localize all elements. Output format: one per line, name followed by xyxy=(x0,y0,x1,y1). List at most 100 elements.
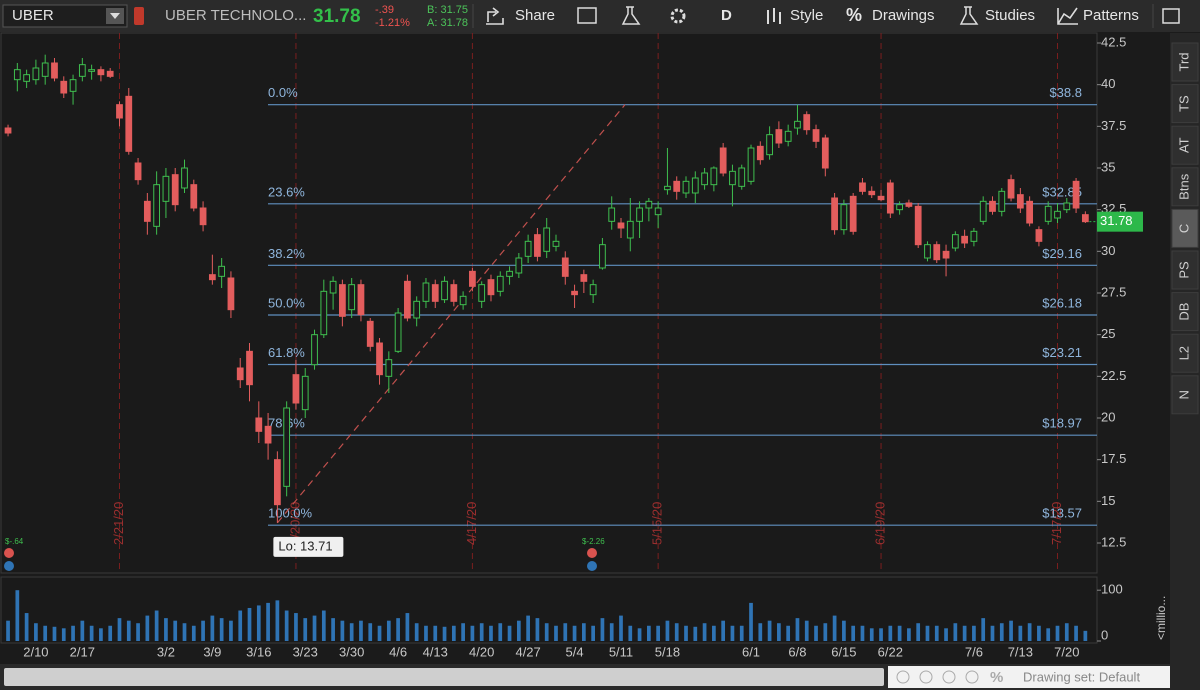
volume-bar xyxy=(173,620,178,641)
crosshair-icon[interactable] xyxy=(919,670,933,684)
style-icon[interactable] xyxy=(767,8,781,24)
scrollbar-thumb[interactable] xyxy=(4,668,884,686)
volume-bar xyxy=(461,623,465,641)
alert-flag[interactable] xyxy=(134,7,144,25)
share-button[interactable]: Share xyxy=(515,7,555,24)
dividend-icon[interactable] xyxy=(4,561,14,571)
dividend-icon[interactable] xyxy=(587,561,597,571)
candle-body xyxy=(886,182,894,214)
y-tick-label: 20 xyxy=(1101,409,1115,424)
symbol-box[interactable] xyxy=(2,4,128,28)
volume-bar xyxy=(1064,623,1069,641)
volume-bar xyxy=(693,626,698,641)
candle-body xyxy=(69,79,77,92)
candle-body xyxy=(413,300,421,319)
side-tab[interactable] xyxy=(1171,250,1199,290)
side-tab-label[interactable]: PS xyxy=(1176,261,1191,279)
percent-icon[interactable]: % xyxy=(990,669,1003,686)
side-tab[interactable] xyxy=(1171,375,1199,415)
period-button[interactable]: D xyxy=(721,7,732,24)
fib-ratio-label: 100.0% xyxy=(268,506,313,521)
drawing-set[interactable]: Drawing set: Default xyxy=(1023,669,1140,684)
volume-bar xyxy=(340,620,345,641)
volume-bar xyxy=(303,618,308,641)
lo-label-box xyxy=(273,536,344,557)
side-tab-label[interactable]: C xyxy=(1176,224,1191,233)
candle-body xyxy=(738,167,746,187)
side-tab[interactable] xyxy=(1171,208,1199,248)
volume-bar xyxy=(758,623,763,641)
volume-tick-label: 100 xyxy=(1101,582,1123,597)
earnings-icon[interactable] xyxy=(587,548,597,558)
candle-body xyxy=(1054,210,1061,219)
style-button[interactable]: Style xyxy=(790,7,823,24)
studies-icon[interactable] xyxy=(959,6,979,25)
candle-body xyxy=(877,195,885,201)
candle-body xyxy=(979,200,987,222)
side-tab-label[interactable]: AT xyxy=(1176,137,1191,153)
fib-price-label: $26.18 xyxy=(1042,295,1082,310)
patterns-button[interactable]: Patterns xyxy=(1083,7,1139,24)
volume-bar xyxy=(1074,625,1078,641)
fib-ratio-label: 38.2% xyxy=(268,246,305,261)
candle-body xyxy=(933,244,941,261)
volume-bar xyxy=(145,615,150,641)
side-tab-label[interactable]: Trd xyxy=(1176,52,1191,71)
x-tick-label: 7/20 xyxy=(1054,644,1079,659)
side-tab-label[interactable]: DB xyxy=(1176,303,1191,321)
candle-body xyxy=(673,180,681,192)
settings-icon[interactable] xyxy=(670,8,686,24)
drawings-icon[interactable]: % xyxy=(846,5,862,25)
side-tab[interactable] xyxy=(1171,292,1199,332)
side-tab[interactable] xyxy=(1171,125,1199,165)
candle-body xyxy=(227,277,235,311)
volume-bar xyxy=(349,623,354,641)
y-tick-label: 37.5 xyxy=(1101,118,1126,133)
candle-body xyxy=(13,69,21,81)
side-tab[interactable] xyxy=(1171,84,1199,124)
menu-icon[interactable] xyxy=(1162,8,1180,24)
side-tab[interactable] xyxy=(1171,42,1199,82)
fib-price-label: $29.16 xyxy=(1042,246,1082,261)
zoom-out-icon[interactable] xyxy=(965,670,979,684)
side-tab-label[interactable]: TS xyxy=(1176,95,1191,112)
candle-body xyxy=(942,250,950,259)
volume-bar xyxy=(730,625,735,641)
volume-bar xyxy=(219,618,224,641)
side-tab-label[interactable]: Btns xyxy=(1176,173,1191,200)
earnings-icon[interactable] xyxy=(4,548,14,558)
toolbar xyxy=(0,0,1200,32)
side-tab-label[interactable]: N xyxy=(1176,390,1191,399)
symbol[interactable]: UBER xyxy=(12,7,54,24)
volume-bar xyxy=(516,620,521,641)
share-icon[interactable] xyxy=(486,7,504,25)
notes-icon[interactable] xyxy=(577,7,597,24)
zoom-icon[interactable] xyxy=(896,670,910,684)
side-tab-label[interactable]: L2 xyxy=(1176,346,1191,360)
zoom-in-icon[interactable] xyxy=(942,670,956,684)
volume-bar xyxy=(359,620,363,641)
side-tab[interactable] xyxy=(1171,167,1199,207)
volume-bar xyxy=(210,615,215,641)
volume-bar xyxy=(999,623,1004,641)
volume-bar xyxy=(433,625,438,641)
volume-bar xyxy=(786,625,791,641)
volume-bar xyxy=(581,623,586,641)
candle-body xyxy=(1044,205,1052,222)
fib-price-label: $32.85 xyxy=(1042,184,1082,199)
x-tick-label: 2/10 xyxy=(23,644,48,659)
candle-body xyxy=(376,342,383,376)
side-tab[interactable] xyxy=(1171,333,1199,373)
x-tick-label: 3/9 xyxy=(203,644,221,659)
flask-icon[interactable] xyxy=(621,6,641,25)
patterns-icon[interactable] xyxy=(1057,7,1078,25)
volume-bar xyxy=(164,618,168,641)
candle-body xyxy=(989,200,996,212)
drawings-button[interactable]: Drawings xyxy=(872,7,935,24)
volume-bar xyxy=(34,623,38,641)
volume-bar xyxy=(591,625,595,641)
studies-button[interactable]: Studies xyxy=(985,7,1035,24)
volume-bar xyxy=(647,625,651,641)
candle-body xyxy=(571,290,578,296)
x-tick-label: 3/2 xyxy=(157,644,175,659)
